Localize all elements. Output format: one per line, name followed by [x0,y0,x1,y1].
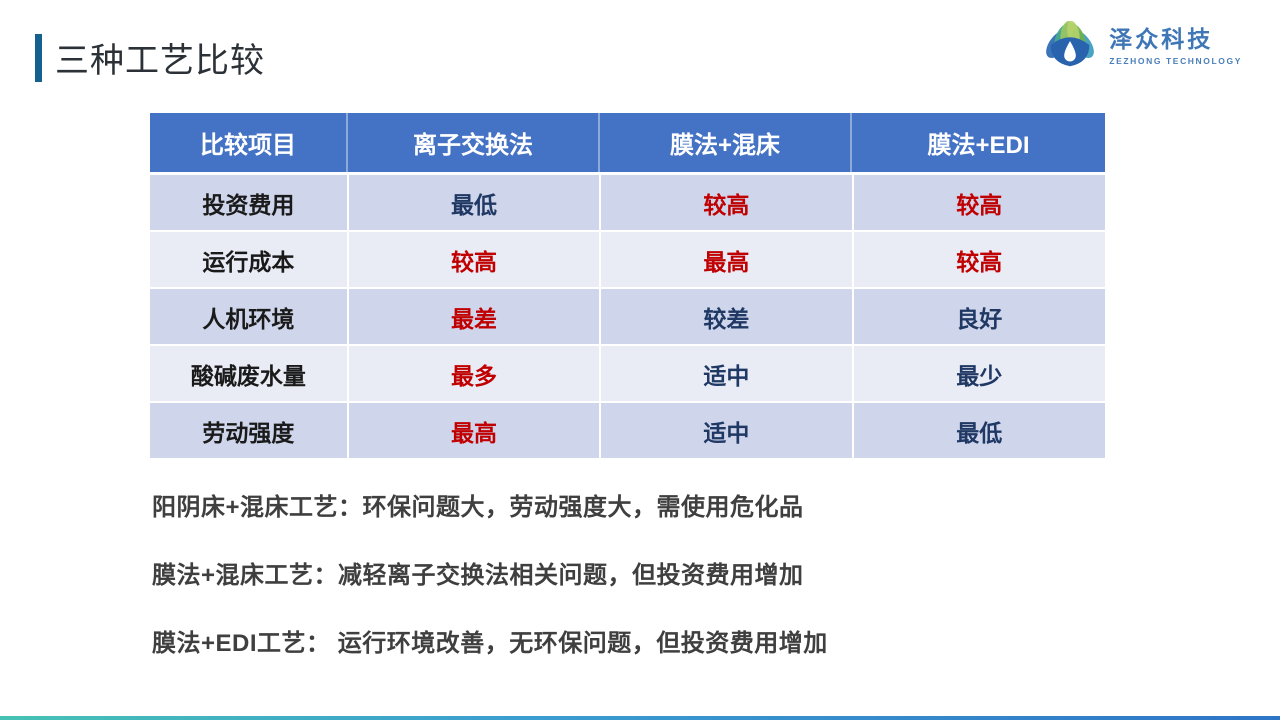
table-body: 投资费用 最低 较高 较高 运行成本 较高 最高 较高 人机环境 最差 较差 良… [150,175,1105,458]
row-label: 劳动强度 [150,403,347,458]
footer-gradient-bar [0,716,1280,720]
table-cell: 适中 [601,403,852,458]
table-row: 人机环境 最差 较差 良好 [150,289,1105,344]
notes-block: 阳阴床+混床工艺：环保问题大，劳动强度大，需使用危化品 膜法+混床工艺：减轻离子… [152,487,1152,691]
table-row: 运行成本 较高 最高 较高 [150,232,1105,287]
table-header-cell: 比较项目 [150,113,348,172]
lotus-waterdrop-icon [1046,20,1095,67]
title-accent-bar [35,33,42,82]
table-header-row: 比较项目 离子交换法 膜法+混床 膜法+EDI [150,113,1105,172]
logo-text: 泽众科技 ZEZHONG TECHNOLOGY [1109,20,1242,66]
table-cell: 良好 [853,289,1105,344]
table-cell: 较高 [853,175,1105,230]
row-label: 人机环境 [150,289,347,344]
row-label: 酸碱废水量 [150,346,347,401]
table-cell: 较高 [601,175,852,230]
note-line: 膜法+混床工艺：减轻离子交换法相关问题，但投资费用增加 [152,562,804,589]
row-label: 投资费用 [150,175,347,230]
table-cell: 最多 [348,346,600,401]
table-cell: 较高 [348,232,600,287]
table-cell: 较高 [853,232,1105,287]
table-row: 投资费用 最低 较高 较高 [150,175,1105,230]
table-header-cell: 膜法+混床 [600,113,852,172]
row-label: 运行成本 [150,232,347,287]
table-cell: 适中 [601,346,852,401]
note-line: 膜法+EDI工艺： 运行环境改善，无环保问题，但投资费用增加 [152,630,828,657]
note-line: 阳阴床+混床工艺：环保问题大，劳动强度大，需使用危化品 [152,494,804,521]
table-cell: 最差 [348,289,600,344]
page-title: 三种工艺比较 [55,42,265,80]
table-header-cell: 膜法+EDI [927,132,1030,159]
table-row: 酸碱废水量 最多 适中 最少 [150,346,1105,401]
company-logo: 泽众科技 ZEZHONG TECHNOLOGY [1039,12,1242,74]
table-row: 劳动强度 最高 适中 最低 [150,403,1105,458]
table-header-cell: 离子交换法 [348,113,600,172]
logo-company-subtitle: ZEZHONG TECHNOLOGY [1109,56,1242,66]
comparison-table: 比较项目 离子交换法 膜法+混床 膜法+EDI 投资费用 最低 较高 较高 运行… [150,113,1105,458]
table-cell: 最低 [853,403,1105,458]
table-cell: 最高 [601,232,852,287]
table-cell: 最低 [348,175,600,230]
table-cell: 最少 [853,346,1105,401]
table-cell: 最高 [348,403,600,458]
slide-title-block: 三种工艺比较 [35,33,265,82]
table-cell: 较差 [601,289,852,344]
logo-company-name: 泽众科技 [1109,26,1214,52]
